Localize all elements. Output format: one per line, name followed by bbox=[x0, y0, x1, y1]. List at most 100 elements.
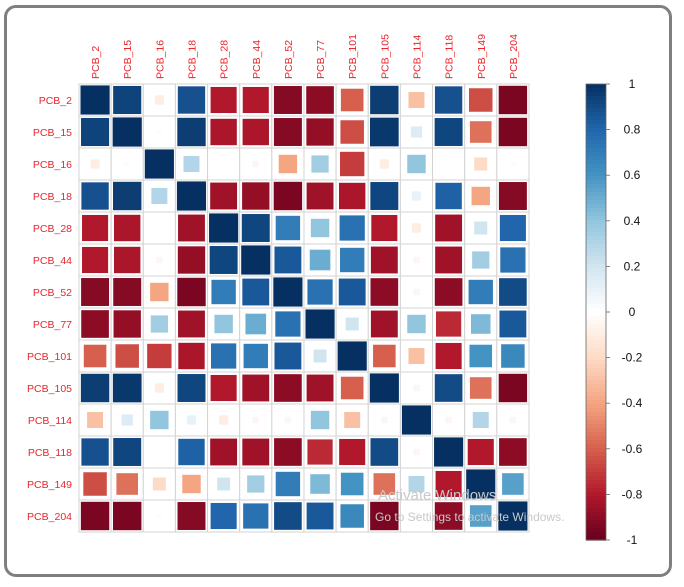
cell-PCB_101-PCB_118 bbox=[435, 342, 462, 370]
cell-PCB_105-PCB_18 bbox=[177, 374, 206, 402]
row-label-PCB_52: PCB_52 bbox=[33, 287, 72, 299]
color-bar-step bbox=[586, 520, 606, 525]
cell-PCB_149-PCB_101 bbox=[340, 472, 364, 496]
cell-PCB_204-PCB_18 bbox=[177, 502, 206, 530]
color-bar-step bbox=[586, 244, 606, 249]
cell-PCB_52-PCB_52 bbox=[273, 277, 303, 307]
color-bar-step bbox=[586, 484, 606, 489]
color-bar-step bbox=[586, 248, 606, 253]
color-bar-step bbox=[586, 176, 606, 181]
color-bar-step bbox=[586, 440, 606, 445]
cell-PCB_52-PCB_149 bbox=[468, 279, 493, 305]
cell-PCB_15-PCB_15 bbox=[112, 117, 142, 147]
cell-PCB_105-PCB_44 bbox=[242, 374, 270, 402]
cell-PCB_2-PCB_101 bbox=[340, 88, 364, 112]
cell-PCB_118-PCB_2 bbox=[81, 438, 109, 466]
color-bar-step bbox=[586, 332, 606, 337]
cell-PCB_18-PCB_15 bbox=[113, 181, 142, 211]
cell-PCB_149-PCB_28 bbox=[217, 477, 231, 491]
row-label-PCB_15: PCB_15 bbox=[33, 127, 72, 139]
cell-PCB_52-PCB_18 bbox=[177, 277, 206, 307]
cell-PCB_15-PCB_118 bbox=[434, 118, 463, 146]
color-bar-step bbox=[586, 448, 606, 453]
cell-PCB_44-PCB_105 bbox=[370, 246, 398, 274]
cell-PCB_149-PCB_44 bbox=[247, 475, 265, 493]
cell-PCB_52-PCB_28 bbox=[211, 279, 236, 305]
cell-PCB_149-PCB_15 bbox=[116, 473, 139, 495]
color-bar-step bbox=[586, 444, 606, 449]
color-bar-step bbox=[586, 108, 606, 113]
cell-PCB_16-PCB_149 bbox=[474, 157, 488, 171]
color-bar-step bbox=[586, 188, 606, 193]
cell-PCB_118-PCB_204 bbox=[499, 438, 527, 466]
color-bar-step bbox=[586, 304, 606, 309]
color-bar-step bbox=[586, 172, 606, 177]
cell-PCB_105-PCB_16 bbox=[154, 383, 164, 393]
cell-PCB_204-PCB_52 bbox=[274, 502, 302, 530]
cell-PCB_204-PCB_15 bbox=[113, 501, 142, 531]
cell-PCB_18-PCB_28 bbox=[210, 182, 238, 210]
cell-PCB_101-PCB_105 bbox=[373, 344, 396, 368]
cell-PCB_101-PCB_52 bbox=[274, 342, 302, 370]
cell-PCB_101-PCB_114 bbox=[408, 348, 425, 364]
cell-PCB_204-PCB_16 bbox=[157, 513, 162, 519]
cell-PCB_204-PCB_204 bbox=[498, 501, 528, 531]
cell-PCB_2-PCB_77 bbox=[306, 86, 334, 114]
color-bar-step bbox=[586, 88, 606, 93]
cell-PCB_18-PCB_52 bbox=[273, 181, 303, 211]
cell-PCB_44-PCB_118 bbox=[435, 246, 463, 274]
cell-PCB_149-PCB_77 bbox=[310, 474, 330, 494]
cell-PCB_114-PCB_105 bbox=[381, 416, 388, 424]
cell-PCB_2-PCB_105 bbox=[370, 85, 399, 115]
cell-PCB_28-PCB_204 bbox=[499, 214, 526, 242]
color-bar-step bbox=[586, 156, 606, 161]
color-bar-step bbox=[586, 308, 606, 313]
cell-PCB_52-PCB_77 bbox=[307, 279, 333, 305]
cell-PCB_44-PCB_44 bbox=[241, 245, 271, 275]
cell-PCB_77-PCB_149 bbox=[470, 314, 491, 334]
cell-PCB_77-PCB_101 bbox=[345, 317, 359, 331]
col-label-PCB_2: PCB_2 bbox=[90, 46, 102, 79]
color-bar-step bbox=[586, 228, 606, 233]
color-bar-step bbox=[586, 292, 606, 297]
col-label-PCB_28: PCB_28 bbox=[219, 40, 231, 79]
cell-PCB_52-PCB_15 bbox=[113, 278, 142, 306]
row-label-PCB_28: PCB_28 bbox=[33, 223, 72, 235]
color-bar-tick-label: 0 bbox=[629, 305, 636, 319]
cell-PCB_77-PCB_2 bbox=[81, 310, 109, 338]
color-bar-step bbox=[586, 408, 606, 413]
cell-PCB_52-PCB_204 bbox=[499, 278, 527, 306]
cell-border-PCB_16-PCB_118 bbox=[432, 147, 466, 181]
cell-PCB_204-PCB_114 bbox=[413, 512, 420, 520]
color-bar-step bbox=[586, 124, 606, 129]
cell-PCB_44-PCB_204 bbox=[500, 247, 526, 273]
cell-PCB_18-PCB_18 bbox=[176, 181, 207, 211]
cell-PCB_52-PCB_2 bbox=[81, 278, 110, 306]
color-bar-step bbox=[586, 92, 606, 97]
cell-PCB_2-PCB_52 bbox=[273, 86, 302, 114]
cell-PCB_105-PCB_105 bbox=[369, 373, 399, 403]
cell-PCB_15-PCB_105 bbox=[369, 117, 399, 147]
color-bar-step bbox=[586, 216, 606, 221]
color-bar-step bbox=[586, 312, 606, 317]
cell-PCB_105-PCB_149 bbox=[469, 377, 492, 399]
cell-PCB_18-PCB_2 bbox=[81, 182, 109, 210]
color-bar-step bbox=[586, 84, 606, 89]
cell-PCB_101-PCB_149 bbox=[469, 344, 493, 368]
col-label-PCB_204: PCB_204 bbox=[508, 34, 520, 79]
cell-PCB_16-PCB_204 bbox=[510, 161, 515, 167]
cell-PCB_114-PCB_52 bbox=[284, 416, 292, 424]
cell-PCB_118-PCB_15 bbox=[113, 438, 142, 466]
color-bar-step bbox=[586, 492, 606, 497]
cell-PCB_16-PCB_16 bbox=[144, 149, 174, 179]
color-bar-step bbox=[586, 116, 606, 121]
color-bar-step bbox=[586, 380, 606, 385]
cell-PCB_114-PCB_2 bbox=[87, 412, 104, 428]
color-bar-step bbox=[586, 136, 606, 141]
col-label-PCB_105: PCB_105 bbox=[379, 34, 391, 79]
cell-PCB_15-PCB_149 bbox=[469, 121, 492, 143]
color-bar-step bbox=[586, 344, 606, 349]
color-bar-step bbox=[586, 100, 606, 105]
color-bar-step bbox=[586, 516, 606, 521]
cell-PCB_114-PCB_44 bbox=[252, 416, 260, 424]
